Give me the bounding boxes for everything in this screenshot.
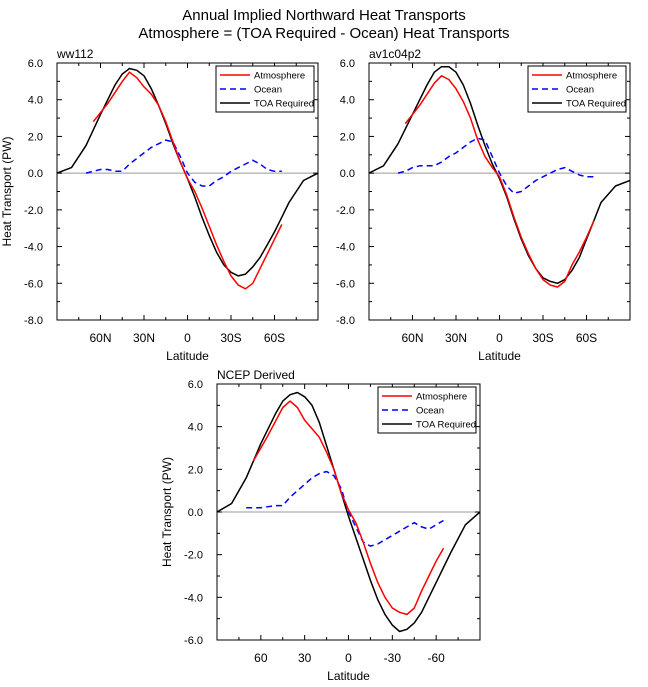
panel-ncep-derived-xtick-label: 60 [254,651,268,665]
panel-ww112: ww112 6.0 4.0 2.0 0.0 -2.0 -4.0 -6.0 -8.0 60N 30N 0… [0,47,319,363]
panel-ww112-ylabel: Heat Transport (PW) [0,136,14,246]
panel-ww112-xlabel: Latitude [166,349,209,363]
panel-ww112-series-ocean [85,139,282,187]
panel-av1c04p2-xtick-label: 0 [496,331,503,345]
panel-ncep-derived-series-atmosphere [252,400,445,616]
panel-av1c04p2-series-ocean [397,137,594,195]
panel-ncep-derived-legend-label-atmosphere: Atmosphere [416,392,467,403]
panel-ww112-xtick-label: 60N [89,331,111,345]
panel-ww112-legend-label-atmosphere: Atmosphere [254,71,305,82]
panel-ncep-derived-xtick-label: 30 [298,651,312,665]
panel-av1c04p2-title: av1c04p2 [369,47,421,61]
panel-ncep-derived-xlabel: Latitude [327,669,370,683]
panel-av1c04p2-series-atmosphere [404,75,595,288]
panel-ww112-ytick-label: -8.0 [24,315,43,327]
panel-ncep-derived-xtick-label: -60 [427,651,445,665]
panel-ww112-ytick-label: -2.0 [24,205,43,217]
panel-av1c04p2-xtick-label: 60S [576,331,597,345]
panel-ncep-derived-xtick-label: 0 [345,651,352,665]
panel-av1c04p2-legend-label-atmosphere: Atmosphere [566,71,617,82]
panel-ncep-derived-title: NCEP Derived [217,368,295,382]
panel-ncep-derived-xtick-label: -30 [384,651,402,665]
panel-ncep-derived-ylabel: Heat Transport (PW) [160,457,174,567]
panel-ww112-ytick-label: -6.0 [24,278,43,290]
panel-ww112-xtick-label: 30S [220,331,241,345]
panel-ww112-xtick-label: 0 [184,331,191,345]
panel-ncep-derived-legend-label-ocean: Ocean [416,406,444,417]
panel-av1c04p2-ytick-label: 0.0 [340,168,355,180]
panel-ww112-series-atmosphere [92,71,283,290]
panel-ncep-derived-legend-label-toa-required: TOA Required [416,420,476,431]
panel-ww112-series-toa-required [57,67,318,277]
panel-ww112-legend-label-toa-required: TOA Required [254,99,314,110]
panel-ncep-derived-ytick-label: 0.0 [188,507,203,519]
panel-ncep-derived-ytick-label: 4.0 [188,422,203,434]
panel-av1c04p2-legend-label-ocean: Ocean [566,85,594,96]
panel-ww112-ytick-label: 2.0 [28,131,43,143]
panel-ww112-title: ww112 [56,47,94,61]
panel-av1c04p2-ytick-label: -6.0 [336,278,355,290]
figure-title-line-1: Annual Implied Northward Heat Transports [182,7,465,24]
figure-title-line-2: Atmosphere = (TOA Required - Ocean) Heat… [138,25,509,42]
panel-ncep-derived-ytick-label: 2.0 [188,464,203,476]
panel-ncep-derived-series-toa-required [217,391,480,633]
panel-ncep-derived-ytick-label: -6.0 [184,635,203,647]
panel-av1c04p2-xlabel: Latitude [478,349,521,363]
panel-ww112-ytick-label: 6.0 [28,58,43,70]
panel-ww112-legend-label-ocean: Ocean [254,85,282,96]
panel-ncep-derived-ytick-label: 6.0 [188,379,203,391]
panel-av1c04p2-ytick-label: -8.0 [336,315,355,327]
panel-av1c04p2-ytick-label: 2.0 [340,131,355,143]
panel-ncep-derived-ytick-label: -2.0 [184,550,203,562]
panel-av1c04p2-ytick-label: -4.0 [336,242,355,254]
panel-ncep-derived: NCEP Derived 6.0 4.0 2.0 0.0 -2.0 -4.0 -6.0 60 30… [160,368,481,683]
panel-av1c04p2-legend-label-toa-required: TOA Required [566,99,626,110]
panel-av1c04p2-ytick-label: 4.0 [340,95,355,107]
panel-av1c04p2-ytick-label: 6.0 [340,58,355,70]
panel-ncep-derived-ytick-label: -4.0 [184,592,203,604]
panel-av1c04p2-ytick-label: -2.0 [336,205,355,217]
panel-ww112-ytick-label: -4.0 [24,242,43,254]
panel-ncep-derived-series-ocean [246,470,444,547]
panel-av1c04p2-xtick-label: 60N [401,331,423,345]
panel-av1c04p2-xtick-label: 30S [532,331,553,345]
panel-ww112-xtick-label: 60S [264,331,285,345]
panel-ww112-ytick-label: 0.0 [28,168,43,180]
panel-ww112-ytick-label: 4.0 [28,95,43,107]
panel-av1c04p2: av1c04p2 6.0 4.0 2.0 0.0 -2.0 -4.0 -6.0 -8.0 60N 3… [336,47,631,363]
panel-ww112-xtick-label: 30N [133,331,155,345]
panel-av1c04p2-xtick-label: 30N [445,331,467,345]
